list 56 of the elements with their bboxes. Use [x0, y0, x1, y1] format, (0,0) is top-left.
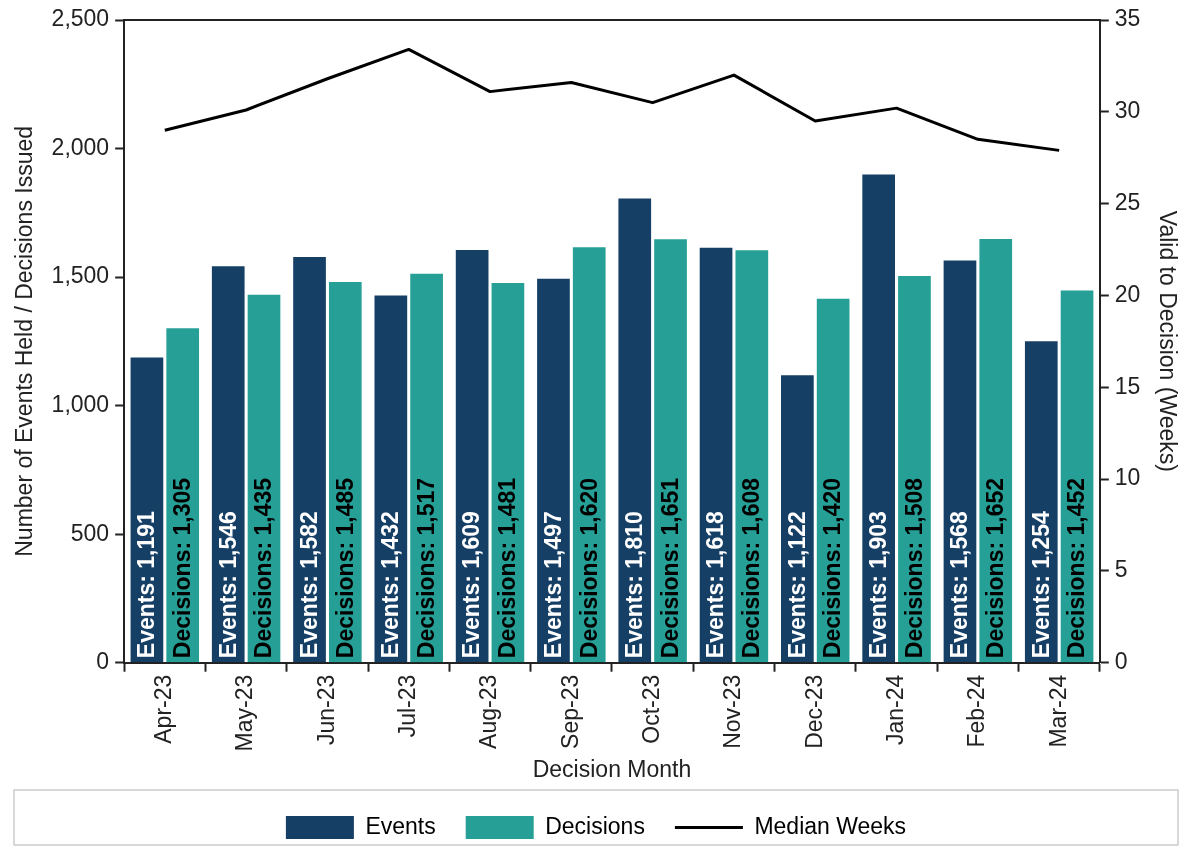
- data-label: Events: 1,609: [458, 511, 485, 659]
- data-label: Events: 1,582: [295, 511, 322, 659]
- data-label: Events: 1,254: [1027, 510, 1054, 659]
- x-tick-label: Jun-23: [312, 674, 339, 746]
- data-label: Events: 1,546: [214, 511, 241, 659]
- data-label: Decisions: 1,652: [982, 477, 1009, 659]
- data-label: Events: 1,122: [783, 511, 810, 659]
- data-label: Events: 1,568: [946, 510, 973, 659]
- legend-label: Median Weeks: [754, 812, 907, 839]
- x-tick-label: Jul-23: [394, 674, 421, 738]
- y2-tick-label: 35: [1114, 5, 1141, 32]
- x-tick-label: Aug-23: [475, 674, 502, 749]
- y-tick-label: 1,000: [51, 390, 110, 417]
- y2-tick-label: 30: [1114, 97, 1141, 124]
- y2-tick-label: 20: [1114, 280, 1141, 307]
- legend-label: Decisions: [545, 812, 645, 839]
- data-label: Decisions: 1,508: [900, 477, 927, 659]
- data-label: Decisions: 1,452: [1063, 477, 1090, 659]
- data-label: Decisions: 1,485: [331, 477, 358, 659]
- y2-tick-label: 5: [1114, 556, 1128, 583]
- x-tick-label: Dec-23: [800, 674, 827, 749]
- data-label: Decisions: 1,620: [575, 477, 602, 659]
- data-label: Events: 1,618: [702, 510, 729, 659]
- x-tick-label: Jan-24: [881, 674, 908, 746]
- data-label: Events: 1,810: [621, 511, 648, 659]
- data-label: Events: 1,432: [377, 511, 404, 659]
- data-label: Decisions: 1,608: [738, 477, 765, 659]
- y2-tick-label: 25: [1114, 188, 1141, 215]
- x-tick-label: May-23: [231, 674, 258, 752]
- data-label: Events: 1,903: [865, 511, 892, 659]
- y2-tick-label: 10: [1114, 464, 1141, 491]
- data-label: Decisions: 1,420: [819, 477, 846, 659]
- data-label: Decisions: 1,435: [250, 477, 277, 659]
- y-axis-title: Number of Events Held / Decisions Issued: [11, 125, 38, 557]
- data-label: Decisions: 1,517: [412, 477, 439, 659]
- x-tick-label: Apr-23: [150, 674, 177, 744]
- data-label: Events: 1,191: [133, 510, 160, 659]
- x-tick-label: Oct-23: [637, 674, 664, 744]
- x-tick-label: Feb-24: [963, 674, 990, 748]
- x-tick-label: Mar-24: [1044, 674, 1071, 748]
- y-tick-label: 2,500: [51, 5, 110, 32]
- y-tick-label: 2,000: [51, 133, 110, 160]
- data-label: Decisions: 1,305: [169, 477, 196, 659]
- x-tick-label: Sep-23: [556, 674, 583, 749]
- y-tick-label: 0: [96, 648, 110, 675]
- y-tick-label: 500: [70, 519, 110, 546]
- data-label: Decisions: 1,481: [494, 477, 521, 659]
- x-tick-label: Nov-23: [719, 674, 746, 749]
- data-label: Events: 1,497: [539, 511, 566, 659]
- data-label: Decisions: 1,651: [656, 477, 683, 659]
- y2-tick-label: 0: [1114, 648, 1128, 675]
- x-axis-title: Decision Month: [532, 755, 692, 782]
- legend-label: Events: [365, 812, 436, 839]
- y-tick-label: 1,500: [51, 262, 110, 289]
- y2-tick-label: 15: [1114, 372, 1141, 399]
- y2-axis-title: Valid to Decision (Weeks): [1154, 210, 1181, 472]
